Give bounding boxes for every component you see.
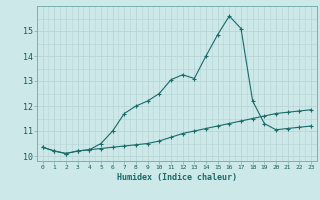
X-axis label: Humidex (Indice chaleur): Humidex (Indice chaleur) bbox=[117, 173, 237, 182]
